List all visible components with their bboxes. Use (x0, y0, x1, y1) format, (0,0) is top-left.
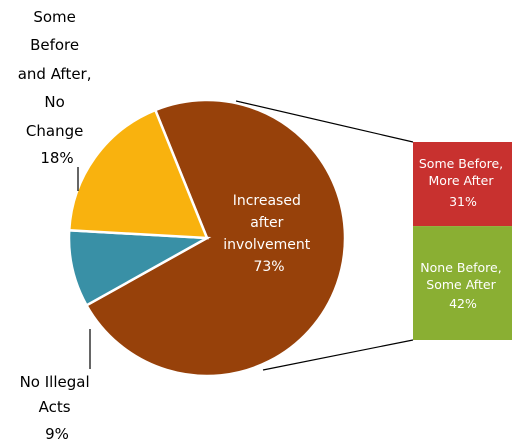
connector-line-bottom (262, 339, 414, 371)
connector-line-top (235, 100, 414, 143)
pie-slice-no-change (67, 108, 209, 240)
bar-label-none-before-some-after: None Before, Some After 42% (420, 260, 505, 311)
breakdown-bar-none-before-some-after (413, 226, 512, 340)
breakdown-bar-some-before-more-after (413, 142, 512, 227)
slice-label-increased: Increased after involvement 73% (223, 193, 314, 275)
bar-label-some-before-more-after: Some Before, More After 31% (419, 156, 507, 209)
slice-label-no-change: Some Before and After, No Change 18% (18, 8, 97, 167)
pie-slice-increased (84, 98, 347, 378)
slice-label-no-illegal-acts: No Illegal Acts 9% (20, 373, 95, 443)
